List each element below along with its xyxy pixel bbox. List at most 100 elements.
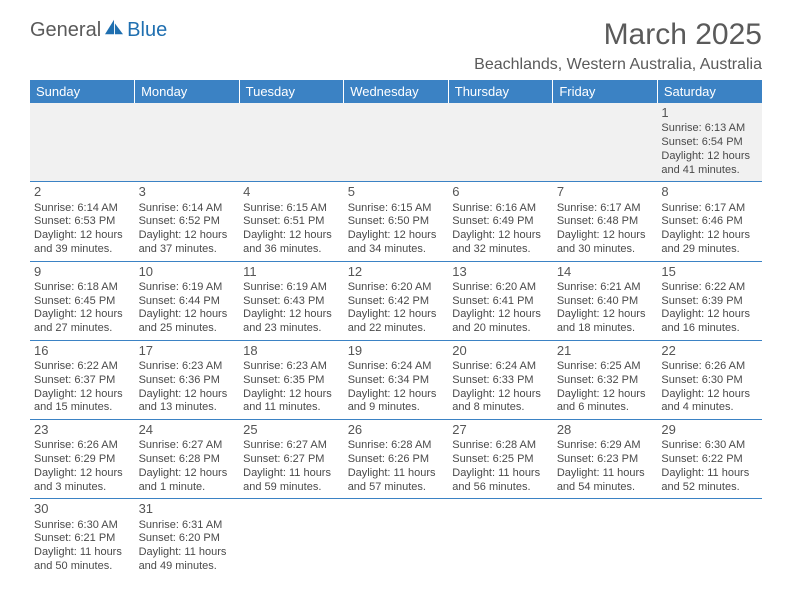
- calendar-cell: 24Sunrise: 6:27 AMSunset: 6:28 PMDayligh…: [135, 420, 240, 499]
- day-number: 30: [34, 501, 131, 517]
- day-sunrise: Sunrise: 6:26 AM: [34, 439, 131, 453]
- sail-icon: [103, 18, 125, 42]
- day-sunset: Sunset: 6:36 PM: [139, 374, 236, 388]
- calendar-cell: 23Sunrise: 6:26 AMSunset: 6:29 PMDayligh…: [30, 420, 135, 499]
- day-number: 20: [452, 343, 549, 359]
- calendar-cell: 22Sunrise: 6:26 AMSunset: 6:30 PMDayligh…: [657, 340, 762, 419]
- calendar-cell: 29Sunrise: 6:30 AMSunset: 6:22 PMDayligh…: [657, 420, 762, 499]
- day-sunrise: Sunrise: 6:20 AM: [348, 281, 445, 295]
- day-sunset: Sunset: 6:21 PM: [34, 532, 131, 546]
- day-number: 17: [139, 343, 236, 359]
- calendar-cell: 20Sunrise: 6:24 AMSunset: 6:33 PMDayligh…: [448, 340, 553, 419]
- day-number: 9: [34, 264, 131, 280]
- day-number: 27: [452, 422, 549, 438]
- calendar-cell-empty: [553, 499, 658, 578]
- day-header: Saturday: [657, 80, 762, 103]
- day-number: 13: [452, 264, 549, 280]
- day-number: 11: [243, 264, 340, 280]
- day-header: Sunday: [30, 80, 135, 103]
- day-sunrise: Sunrise: 6:20 AM: [452, 281, 549, 295]
- day-daylight: Daylight: 11 hours and 49 minutes.: [139, 546, 236, 574]
- calendar-cell: 31Sunrise: 6:31 AMSunset: 6:20 PMDayligh…: [135, 499, 240, 578]
- day-sunrise: Sunrise: 6:24 AM: [348, 360, 445, 374]
- day-sunset: Sunset: 6:39 PM: [661, 295, 758, 309]
- day-sunrise: Sunrise: 6:24 AM: [452, 360, 549, 374]
- day-sunrise: Sunrise: 6:28 AM: [452, 439, 549, 453]
- day-number: 25: [243, 422, 340, 438]
- day-daylight: Daylight: 12 hours and 1 minute.: [139, 467, 236, 495]
- day-sunrise: Sunrise: 6:28 AM: [348, 439, 445, 453]
- calendar-cell-empty: [344, 103, 449, 182]
- calendar-cell: 13Sunrise: 6:20 AMSunset: 6:41 PMDayligh…: [448, 261, 553, 340]
- day-number: 24: [139, 422, 236, 438]
- day-sunrise: Sunrise: 6:13 AM: [661, 122, 758, 136]
- day-sunset: Sunset: 6:50 PM: [348, 215, 445, 229]
- day-sunset: Sunset: 6:40 PM: [557, 295, 654, 309]
- day-sunrise: Sunrise: 6:19 AM: [139, 281, 236, 295]
- calendar-week: 30Sunrise: 6:30 AMSunset: 6:21 PMDayligh…: [30, 499, 762, 578]
- day-sunset: Sunset: 6:25 PM: [452, 453, 549, 467]
- calendar-cell-empty: [657, 499, 762, 578]
- day-sunrise: Sunrise: 6:29 AM: [557, 439, 654, 453]
- day-daylight: Daylight: 12 hours and 37 minutes.: [139, 229, 236, 257]
- day-sunset: Sunset: 6:29 PM: [34, 453, 131, 467]
- calendar-cell: 14Sunrise: 6:21 AMSunset: 6:40 PMDayligh…: [553, 261, 658, 340]
- day-sunrise: Sunrise: 6:22 AM: [661, 281, 758, 295]
- day-sunset: Sunset: 6:53 PM: [34, 215, 131, 229]
- day-daylight: Daylight: 12 hours and 6 minutes.: [557, 388, 654, 416]
- calendar-cell: 16Sunrise: 6:22 AMSunset: 6:37 PMDayligh…: [30, 340, 135, 419]
- day-sunrise: Sunrise: 6:15 AM: [243, 202, 340, 216]
- day-daylight: Daylight: 12 hours and 13 minutes.: [139, 388, 236, 416]
- day-daylight: Daylight: 11 hours and 56 minutes.: [452, 467, 549, 495]
- day-sunrise: Sunrise: 6:22 AM: [34, 360, 131, 374]
- day-sunset: Sunset: 6:37 PM: [34, 374, 131, 388]
- calendar-cell-empty: [448, 103, 553, 182]
- calendar-table: SundayMondayTuesdayWednesdayThursdayFrid…: [30, 80, 762, 578]
- day-sunrise: Sunrise: 6:15 AM: [348, 202, 445, 216]
- day-daylight: Daylight: 12 hours and 4 minutes.: [661, 388, 758, 416]
- calendar-week: 23Sunrise: 6:26 AMSunset: 6:29 PMDayligh…: [30, 420, 762, 499]
- day-sunset: Sunset: 6:48 PM: [557, 215, 654, 229]
- day-header: Friday: [553, 80, 658, 103]
- calendar-cell: 26Sunrise: 6:28 AMSunset: 6:26 PMDayligh…: [344, 420, 449, 499]
- day-daylight: Daylight: 12 hours and 20 minutes.: [452, 308, 549, 336]
- day-header-row: SundayMondayTuesdayWednesdayThursdayFrid…: [30, 80, 762, 103]
- day-number: 18: [243, 343, 340, 359]
- day-daylight: Daylight: 12 hours and 9 minutes.: [348, 388, 445, 416]
- calendar-cell: 4Sunrise: 6:15 AMSunset: 6:51 PMDaylight…: [239, 182, 344, 261]
- day-number: 21: [557, 343, 654, 359]
- day-daylight: Daylight: 12 hours and 3 minutes.: [34, 467, 131, 495]
- calendar-cell-empty: [30, 103, 135, 182]
- day-sunrise: Sunrise: 6:17 AM: [661, 202, 758, 216]
- day-number: 4: [243, 184, 340, 200]
- day-daylight: Daylight: 12 hours and 41 minutes.: [661, 150, 758, 178]
- day-sunset: Sunset: 6:54 PM: [661, 136, 758, 150]
- calendar-cell: 19Sunrise: 6:24 AMSunset: 6:34 PMDayligh…: [344, 340, 449, 419]
- day-header: Tuesday: [239, 80, 344, 103]
- calendar-cell: 6Sunrise: 6:16 AMSunset: 6:49 PMDaylight…: [448, 182, 553, 261]
- calendar-cell-empty: [239, 499, 344, 578]
- day-sunset: Sunset: 6:49 PM: [452, 215, 549, 229]
- calendar-cell: 18Sunrise: 6:23 AMSunset: 6:35 PMDayligh…: [239, 340, 344, 419]
- day-sunrise: Sunrise: 6:31 AM: [139, 519, 236, 533]
- day-sunset: Sunset: 6:43 PM: [243, 295, 340, 309]
- day-sunrise: Sunrise: 6:27 AM: [139, 439, 236, 453]
- day-daylight: Daylight: 11 hours and 50 minutes.: [34, 546, 131, 574]
- calendar-cell: 21Sunrise: 6:25 AMSunset: 6:32 PMDayligh…: [553, 340, 658, 419]
- day-sunrise: Sunrise: 6:14 AM: [34, 202, 131, 216]
- location-text: Beachlands, Western Australia, Australia: [0, 56, 792, 80]
- day-sunrise: Sunrise: 6:19 AM: [243, 281, 340, 295]
- day-number: 22: [661, 343, 758, 359]
- day-sunset: Sunset: 6:27 PM: [243, 453, 340, 467]
- day-daylight: Daylight: 11 hours and 57 minutes.: [348, 467, 445, 495]
- day-number: 7: [557, 184, 654, 200]
- day-daylight: Daylight: 12 hours and 34 minutes.: [348, 229, 445, 257]
- day-number: 8: [661, 184, 758, 200]
- day-header: Thursday: [448, 80, 553, 103]
- calendar-body: 1Sunrise: 6:13 AMSunset: 6:54 PMDaylight…: [30, 103, 762, 578]
- day-sunset: Sunset: 6:34 PM: [348, 374, 445, 388]
- day-sunrise: Sunrise: 6:18 AM: [34, 281, 131, 295]
- day-number: 16: [34, 343, 131, 359]
- day-number: 3: [139, 184, 236, 200]
- day-number: 6: [452, 184, 549, 200]
